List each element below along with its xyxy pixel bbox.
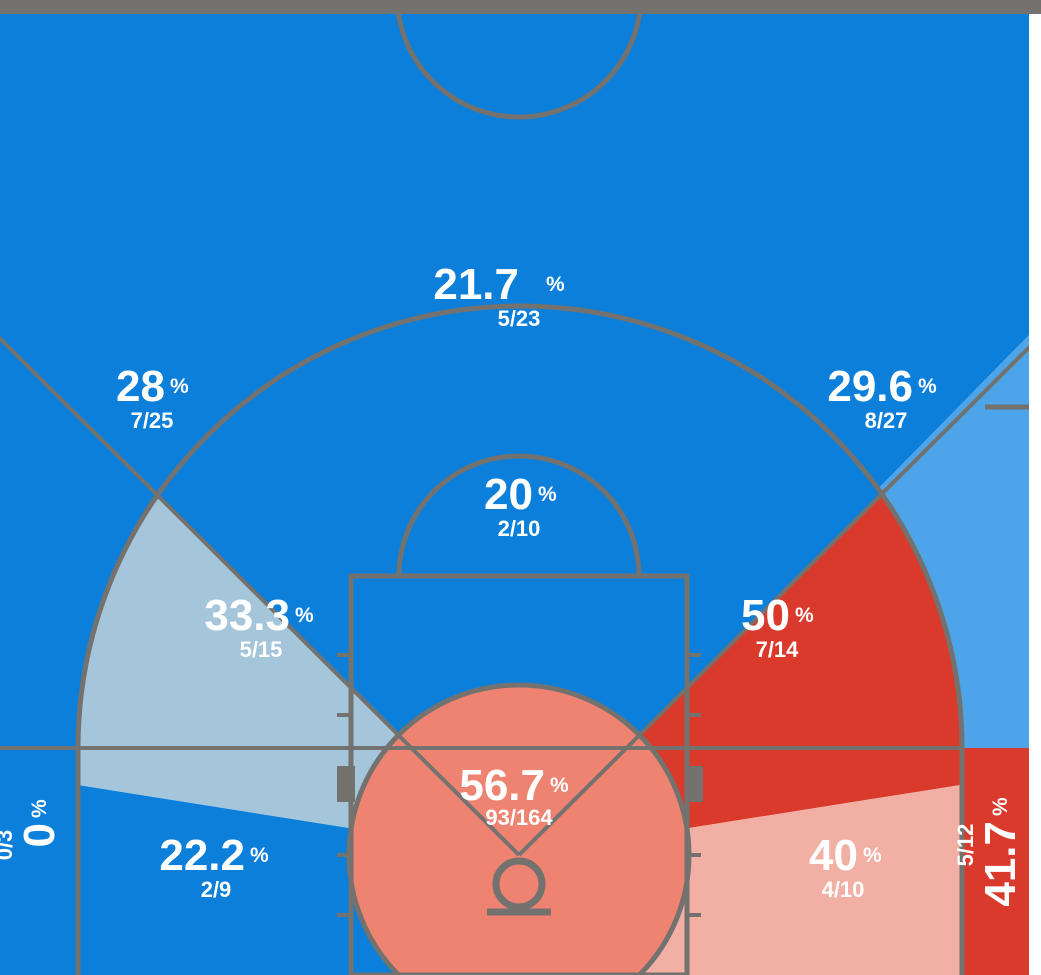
hoop-rim-icon <box>492 857 546 911</box>
label-left-mid-range-percent-sign: % <box>295 604 314 627</box>
court-markings <box>75 14 1029 975</box>
label-top-of-key-3-fraction: 5/23 <box>498 306 541 331</box>
zone-right-corner-3[interactable] <box>962 748 1041 975</box>
free-throw-circle <box>396 453 642 577</box>
label-restricted-area: 56.7 % 93/164 <box>459 761 569 830</box>
label-left-wing-3-pct: 28 <box>116 362 165 411</box>
label-right-mid-range-pct: 50 <box>741 591 790 640</box>
right-margin <box>1029 14 1041 975</box>
label-top-of-key-3: 21.7 % 5/23 <box>433 260 565 331</box>
label-right-corner-3-pct: 41.7 <box>976 821 1025 907</box>
zone-right-baseline-mid[interactable] <box>519 760 1041 975</box>
label-left-baseline-mid: 22.2 % 2/9 <box>159 831 269 902</box>
label-right-wing-3-fraction: 8/27 <box>865 408 908 433</box>
label-left-mid-range-pct: 33.3 <box>204 591 290 640</box>
label-left-wing-3-percent-sign: % <box>170 375 189 398</box>
label-left-corner-3-fraction: 0/3 <box>0 830 17 861</box>
label-left-corner-3: 0 % 0/3 <box>0 799 64 860</box>
label-left-mid-range: 33.3 % 5/15 <box>204 591 314 662</box>
zone-left-corner-3[interactable] <box>0 748 78 975</box>
top-bar <box>0 0 1041 14</box>
label-right-baseline-mid: 40 % 4/10 <box>809 831 882 902</box>
label-right-mid-range-fraction: 7/14 <box>756 637 800 662</box>
label-center-mid-range-percent-sign: % <box>538 483 557 506</box>
label-right-wing-3-percent-sign: % <box>918 375 937 398</box>
label-left-wing-3-fraction: 7/25 <box>131 408 174 433</box>
label-right-wing-3: 29.6 % 8/27 <box>827 362 937 433</box>
label-left-corner-3-pct: 0 <box>15 823 64 847</box>
label-restricted-area-pct: 56.7 <box>459 761 545 810</box>
label-left-corner-3-percent-sign: % <box>28 799 51 818</box>
label-left-wing-3: 28 % 7/25 <box>116 362 189 433</box>
label-left-mid-range-fraction: 5/15 <box>240 637 283 662</box>
lane-block-left <box>337 766 355 802</box>
label-center-mid-range-fraction: 2/10 <box>498 516 541 541</box>
zone-left-baseline-mid[interactable] <box>0 760 519 975</box>
separator-left-diagonal <box>0 335 521 857</box>
label-right-baseline-mid-fraction: 4/10 <box>822 877 865 902</box>
label-right-baseline-mid-percent-sign: % <box>863 844 882 867</box>
label-left-baseline-mid-pct: 22.2 <box>159 831 245 880</box>
label-right-corner-3-percent-sign: % <box>989 797 1012 816</box>
label-right-wing-3-pct: 29.6 <box>827 362 913 411</box>
label-restricted-area-fraction: 93/164 <box>485 805 553 830</box>
label-right-corner-3-fraction: 5/12 <box>953 824 978 867</box>
label-center-mid-range-pct: 20 <box>484 470 533 519</box>
label-top-of-key-3-pct: 21.7 <box>433 260 519 309</box>
separator-right-diagonal <box>517 344 1029 857</box>
zone-restricted-area[interactable] <box>349 685 689 975</box>
label-center-mid-range: 20 % 2/10 <box>484 470 557 541</box>
label-left-baseline-mid-percent-sign: % <box>250 844 269 867</box>
label-right-baseline-mid-pct: 40 <box>809 831 858 880</box>
label-right-mid-range-percent-sign: % <box>795 604 814 627</box>
label-top-of-key-3-percent-sign: % <box>546 273 565 296</box>
label-restricted-area-percent-sign: % <box>550 774 569 797</box>
label-right-corner-3: 41.7 % 5/12 <box>953 797 1025 907</box>
lane-block-right <box>685 766 703 802</box>
three-point-line <box>75 303 965 975</box>
label-right-mid-range: 50 % 7/14 <box>741 591 814 662</box>
label-left-baseline-mid-fraction: 2/9 <box>201 877 232 902</box>
center-circle <box>395 14 643 120</box>
